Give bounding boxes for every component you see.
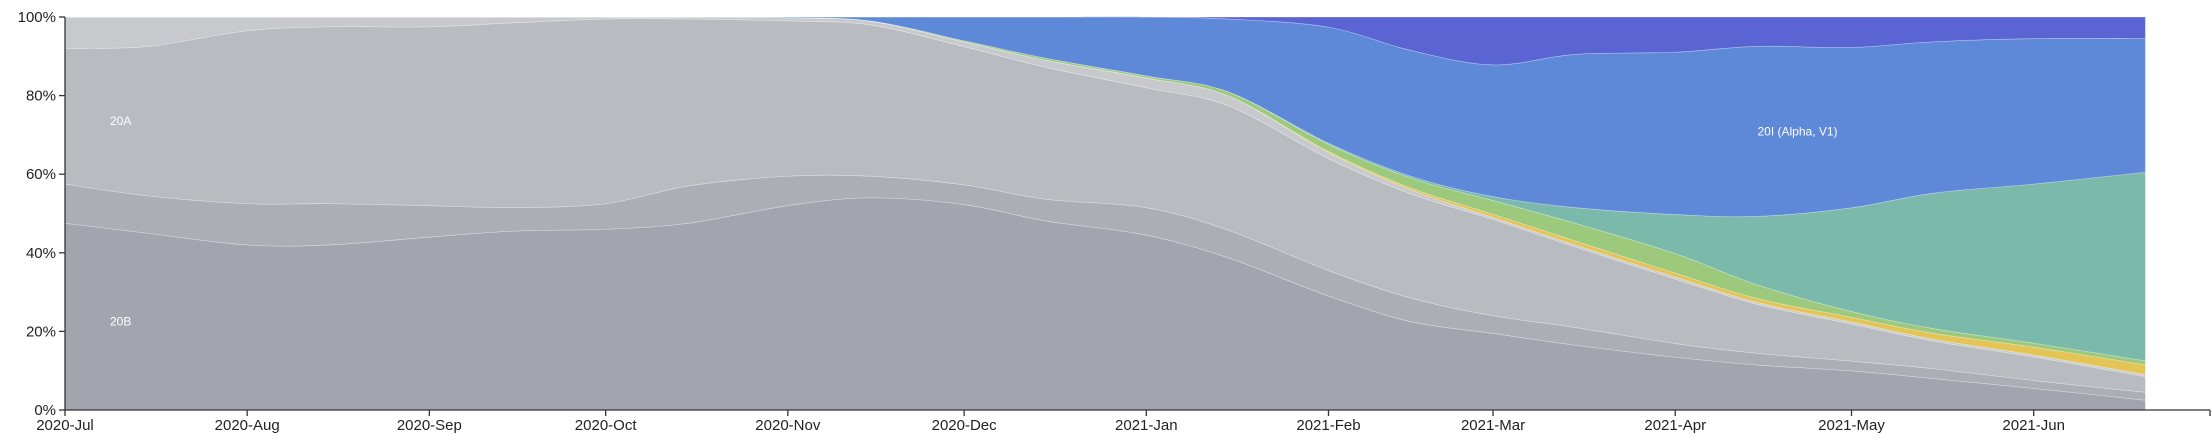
series-labels: 20B 20A 21A (Delta) 20I (Alpha, V1) [110,114,2205,328]
area-series-1 [64,174,2146,401]
x-tick-label: 2021-Jun [2002,417,2065,434]
area-series-3 [64,16,2146,378]
x-tick-label: 2020-Sep [397,417,462,434]
area-20i-alpha-v1 [65,16,2146,218]
x-tick-label: 2020-Aug [215,417,280,434]
series-label: 21A (Delta) [2145,260,2205,274]
x-tick-label: 2020-Oct [575,417,638,434]
y-tick-label: 20% [26,323,56,340]
y-tick-label: 60% [26,166,56,183]
x-tick-label: 2020-Dec [932,417,998,434]
y-tick-label: 40% [26,245,56,262]
x-axis-ticks: 2020-Jul 2020-Aug 2020-Sep 2020-Oct 2020-Nov… [36,410,2065,434]
x-tick-label: 2020-Jul [36,417,94,434]
area-20a [64,18,2146,393]
x-tick-label: 2021-Jan [1115,417,1178,434]
area-series-8 [65,16,2146,66]
series-label: 20A [110,114,131,128]
x-tick-label: 2020-Nov [755,417,821,434]
area-21a-delta [65,16,2146,362]
area-series-4 [65,16,2146,376]
area-series-5 [65,16,2146,366]
x-tick-label: 2021-May [1818,417,1885,434]
area-layers [64,16,2146,411]
x-tick-label: 2021-Feb [1296,417,1360,434]
y-axis-ticks: 0% 20% 40% 60% 80% 100% [18,9,65,419]
y-tick-label: 80% [26,88,56,105]
x-tick-label: 2021-Mar [1461,417,1525,434]
x-tick-label: 2021-Apr [1644,417,1706,434]
y-tick-label: 0% [34,402,56,419]
series-label: 20B [110,315,131,329]
y-tick-label: 100% [18,9,56,26]
series-label: 20I (Alpha, V1) [1757,124,1837,138]
